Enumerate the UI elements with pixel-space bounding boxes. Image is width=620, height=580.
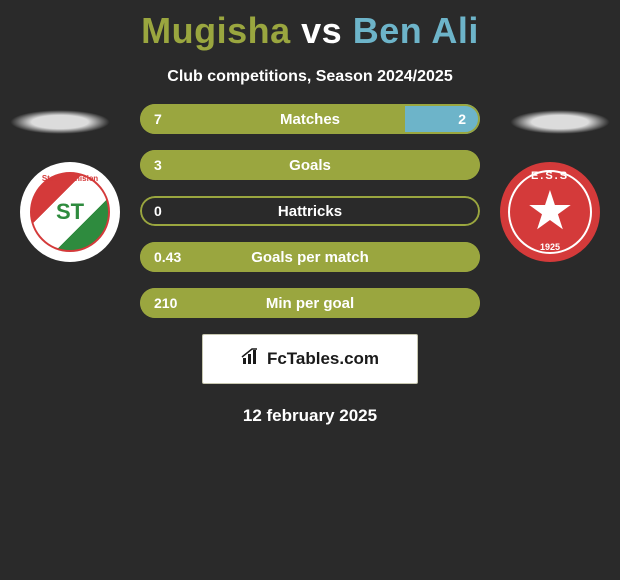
star-icon: ★	[526, 184, 574, 238]
stat-bar: 3Goals	[140, 150, 480, 180]
date: 12 february 2025	[0, 406, 620, 426]
bar-label: Goals per match	[140, 242, 480, 272]
stat-bars: 72Matches 3Goals 0Hattricks 0.43Goals per m…	[140, 104, 480, 318]
player2-shadow	[510, 110, 610, 134]
bar-label: Matches	[140, 104, 480, 134]
stat-bar: 0Hattricks	[140, 196, 480, 226]
club-badge-left: Stade Tunisien ST	[20, 162, 120, 262]
stat-bar: 0.43Goals per match	[140, 242, 480, 272]
player1-shadow	[10, 110, 110, 134]
title-player2: Ben Ali	[353, 10, 479, 51]
stat-bar: 72Matches	[140, 104, 480, 134]
bar-label: Goals	[140, 150, 480, 180]
brand-text: FcTables.com	[267, 349, 379, 369]
club-left-abbrev: ST	[20, 199, 120, 225]
bar-chart-icon	[241, 348, 263, 371]
bar-label: Min per goal	[140, 288, 480, 318]
club-badge-right: E.S.S ★ 1925	[500, 162, 600, 262]
title-player1: Mugisha	[141, 10, 291, 51]
title-vs: vs	[301, 10, 342, 51]
page-title: Mugisha vs Ben Ali	[0, 0, 620, 52]
club-left-ring-text: Stade Tunisien	[20, 174, 120, 183]
subtitle: Club competitions, Season 2024/2025	[0, 68, 620, 86]
stat-bar: 210Min per goal	[140, 288, 480, 318]
bar-label: Hattricks	[140, 196, 480, 226]
brand-card: FcTables.com	[202, 334, 418, 384]
comparison-stage: Stade Tunisien ST E.S.S ★ 1925 72Matches…	[0, 104, 620, 318]
club-right-year: 1925	[504, 242, 596, 252]
